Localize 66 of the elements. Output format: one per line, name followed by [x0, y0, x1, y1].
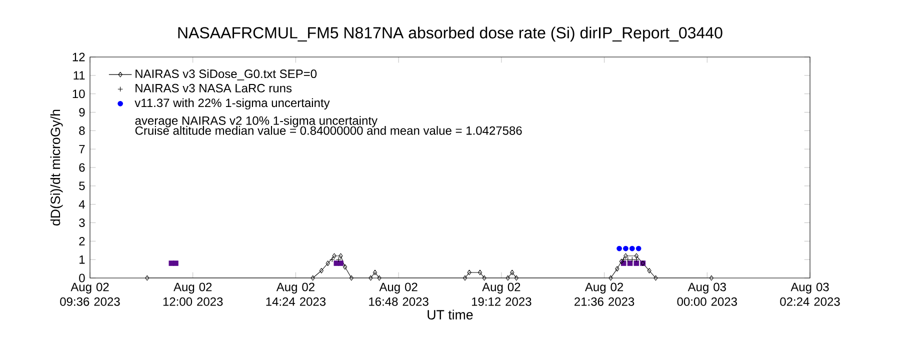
- x-axis-title: UT time: [428, 310, 473, 320]
- point: [629, 246, 635, 252]
- point: [467, 270, 472, 276]
- point: [462, 275, 468, 281]
- y-tick-label: 12: [72, 52, 85, 62]
- point: [634, 253, 638, 259]
- point: [319, 268, 324, 274]
- point: [478, 270, 482, 276]
- x-tick-label: Aug 02 12:00 2023: [163, 282, 223, 306]
- point: [627, 260, 633, 266]
- y-axis-title: dD(Si)/dt microGy/h: [50, 110, 63, 226]
- point: [349, 275, 354, 281]
- y-tick-label: 6: [79, 163, 85, 172]
- annotation: Cruise altitude median value = 0.84000000 and mean value = 1.0427586: [135, 126, 522, 135]
- point: [342, 264, 348, 270]
- point: [629, 256, 635, 262]
- point: [338, 260, 344, 266]
- annotation: average NAIRAS v2 10% 1-sigma uncertainty: [135, 116, 378, 128]
- point: [624, 253, 628, 259]
- y-tick-label: 8: [79, 126, 85, 135]
- point: [636, 246, 642, 252]
- point: [336, 256, 342, 262]
- point: [634, 256, 640, 262]
- point: [338, 253, 343, 259]
- point: [372, 270, 378, 276]
- point: [619, 258, 624, 264]
- legend-label: NAIRAS v3 SiDose_G0.txt SEP=0: [136, 69, 317, 80]
- point: [514, 275, 518, 281]
- point: [368, 275, 373, 281]
- y-tick-label: 4: [78, 200, 85, 208]
- point: [329, 256, 335, 262]
- point: [616, 246, 622, 252]
- x-tick-label: Aug 03 02:24 2023: [780, 282, 840, 306]
- point: [634, 260, 640, 266]
- y-tick-label: 9: [79, 108, 85, 117]
- y-tick-label: 11: [74, 71, 85, 80]
- legend-label: NAIRAS v3 NASA LaRC runs: [136, 84, 292, 92]
- y-tick-label: 2: [79, 236, 85, 246]
- y-tick-label: 1: [80, 255, 85, 264]
- point: [654, 275, 658, 281]
- x-tick-label: Aug 02 21:36 2023: [574, 282, 634, 306]
- point: [377, 275, 382, 281]
- point: [173, 260, 178, 266]
- x-tick-label: Aug 03 00:00 2023: [677, 282, 737, 306]
- point: [620, 256, 626, 262]
- y-tick-label: 3: [79, 218, 85, 228]
- x-tick-label: Aug 02 14:24 2023: [266, 282, 326, 306]
- point: [506, 275, 510, 281]
- point: [647, 268, 652, 274]
- point: [510, 270, 514, 276]
- point: [625, 256, 631, 262]
- point: [482, 275, 486, 281]
- x-tick-label: Aug 02 16:48 2023: [369, 282, 428, 306]
- y-tick-label: 10: [72, 90, 85, 98]
- point: [310, 275, 315, 281]
- x-tick-label: Aug 02 09:36 2023: [60, 282, 120, 306]
- point: [608, 275, 613, 281]
- chart-title: NASAAFRCMUL_FM5 N817NA absorbed dose rate (Si) dirIP_Report_03440: [178, 26, 722, 42]
- point: [615, 266, 620, 272]
- x-tick-label: Aug 02 19:12 2023: [472, 282, 532, 306]
- y-tick-label: 0: [79, 274, 85, 282]
- point: [332, 253, 336, 259]
- y-tick-label: 7: [79, 144, 85, 154]
- point: [623, 246, 628, 252]
- y-tick-label: 5: [79, 182, 85, 190]
- legend-label: v11.37 with 22% 1-sigma uncertainty: [134, 98, 330, 110]
